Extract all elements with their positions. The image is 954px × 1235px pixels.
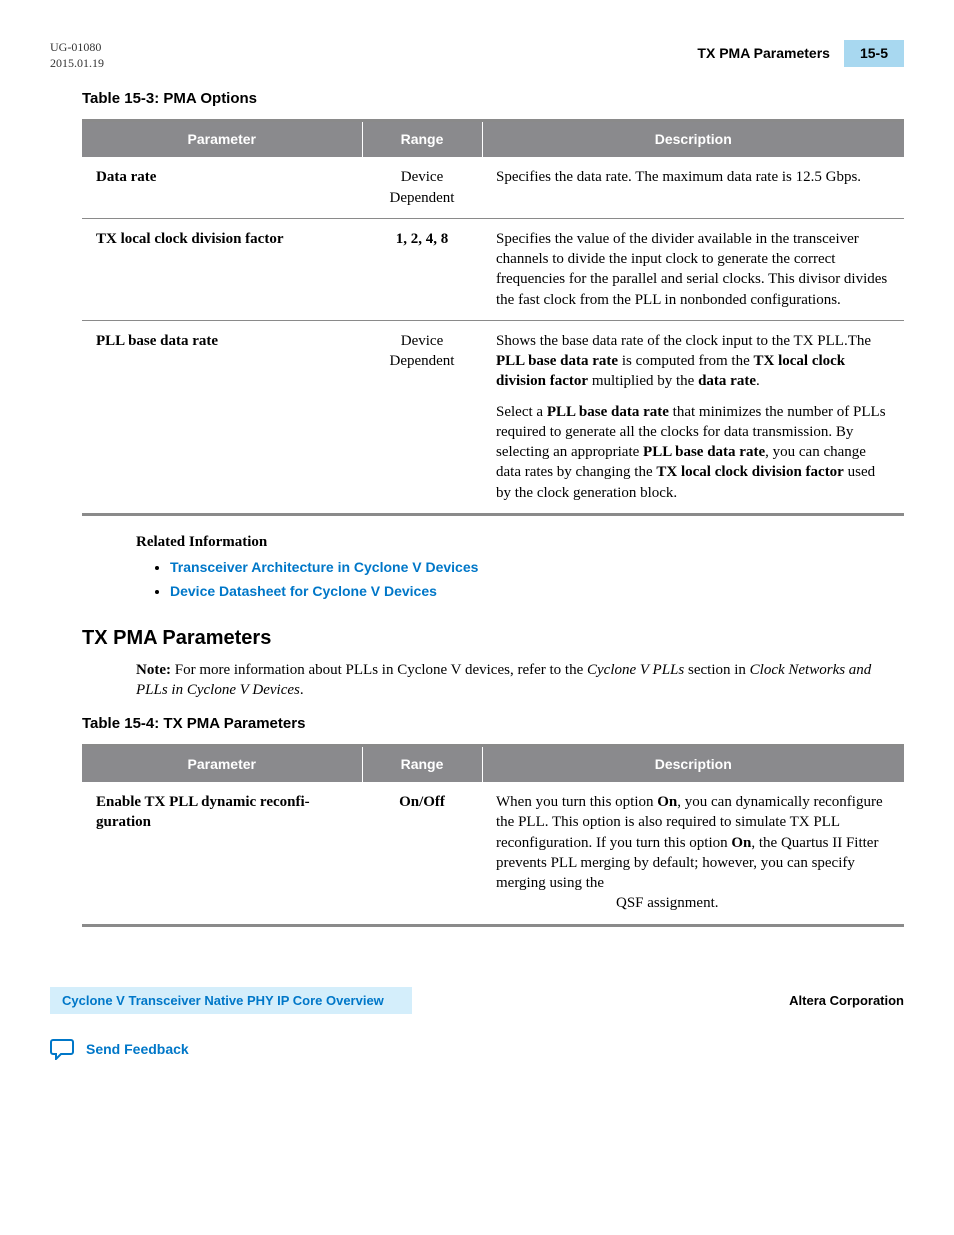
doc-date: 2015.01.19 — [50, 56, 104, 72]
feedback-row: Send Feedback — [50, 1038, 904, 1060]
table-pma-options: Parameter Range Description Data rate De… — [82, 119, 904, 515]
param-cell: Data rate — [82, 157, 362, 218]
header-left: UG-01080 2015.01.19 — [50, 40, 104, 71]
header-section-title: TX PMA Parameters — [697, 44, 830, 63]
page-header: UG-01080 2015.01.19 TX PMA Parameters 15… — [50, 40, 904, 71]
param-cell: TX local clock division factor — [82, 218, 362, 320]
feedback-icon — [50, 1038, 76, 1060]
range-cell: On/Off — [362, 782, 482, 925]
note-text: For more information about PLLs in Cyclo… — [136, 662, 871, 698]
page-footer: Cyclone V Transceiver Native PHY IP Core… — [50, 977, 904, 1015]
param-cell: PLL base data rate — [82, 320, 362, 514]
section-heading: TX PMA Parameters — [82, 625, 904, 652]
table-header: Parameter — [82, 121, 362, 157]
header-right: TX PMA Parameters 15-5 — [697, 40, 904, 67]
range-cell: Device Dependent — [362, 320, 482, 514]
footer-chapter-link[interactable]: Cyclone V Transceiver Native PHY IP Core… — [50, 987, 412, 1015]
table-tx-pma-parameters: Parameter Range Description Enable TX PL… — [82, 744, 904, 926]
table-header: Description — [482, 746, 904, 782]
page-number: 15-5 — [844, 40, 904, 67]
range-cell: 1, 2, 4, 8 — [362, 218, 482, 320]
table-1-caption: Table 15-3: PMA Options — [82, 89, 904, 109]
table-row: Enable TX PLL dynamic reconfi‐guration O… — [82, 782, 904, 925]
related-links-list: Transceiver Architecture in Cyclone V De… — [170, 558, 904, 603]
note-label: Note: — [136, 662, 171, 678]
list-item: Device Datasheet for Cyclone V Devices — [170, 582, 904, 602]
table-2-caption: Table 15-4: TX PMA Parameters — [82, 714, 904, 734]
desc-cell: When you turn this option On, you can dy… — [482, 782, 904, 925]
desc-cell: Specifies the data rate. The maximum dat… — [482, 157, 904, 218]
table-row: TX local clock division factor 1, 2, 4, … — [82, 218, 904, 320]
desc-cell: Specifies the value of the divider avail… — [482, 218, 904, 320]
related-info-heading: Related Information — [136, 532, 904, 552]
related-link[interactable]: Transceiver Architecture in Cyclone V De… — [170, 559, 478, 575]
send-feedback-link[interactable]: Send Feedback — [86, 1040, 189, 1059]
desc-cell: Shows the base data rate of the clock in… — [482, 320, 904, 514]
range-cell: Device Dependent — [362, 157, 482, 218]
table-header: Range — [362, 746, 482, 782]
footer-corp: Altera Corporation — [789, 992, 904, 1010]
list-item: Transceiver Architecture in Cyclone V De… — [170, 558, 904, 578]
doc-id: UG-01080 — [50, 40, 104, 56]
table-row: Data rate Device Dependent Specifies the… — [82, 157, 904, 218]
table-header: Description — [482, 121, 904, 157]
param-cell: Enable TX PLL dynamic reconfi‐guration — [82, 782, 362, 925]
related-link[interactable]: Device Datasheet for Cyclone V Devices — [170, 583, 437, 599]
table-header: Range — [362, 121, 482, 157]
note-block: Note: For more information about PLLs in… — [136, 660, 904, 701]
table-header: Parameter — [82, 746, 362, 782]
table-row: PLL base data rate Device Dependent Show… — [82, 320, 904, 514]
